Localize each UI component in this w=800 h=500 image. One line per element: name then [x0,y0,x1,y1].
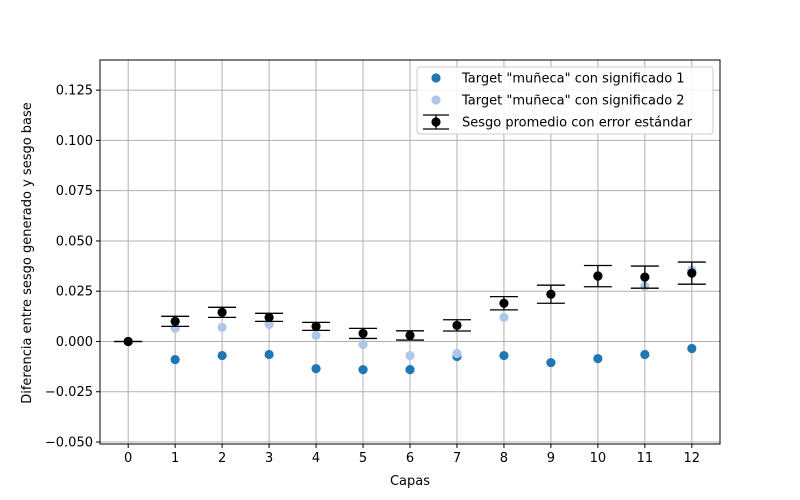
y-tick-label: −0.050 [45,435,93,450]
y-tick-label: 0.125 [56,84,93,99]
mean-point [358,328,368,339]
y-tick-label: 0.075 [56,184,93,199]
mean-point [264,312,274,322]
y-tick-label: 0.100 [56,134,93,149]
y-axis-ticks: −0.050 −0.025 0.000 0.025 0.050 0.075 0.100 0.1… [45,84,100,450]
series2-point [499,312,509,322]
series1-point [640,349,650,360]
x-tick-label: 6 [406,451,414,466]
x-axis-ticks: 0 1 2 3 4 5 6 7 8 9 10 11 12 [124,444,700,466]
mean-point [593,271,603,281]
legend-marker-series2 [431,95,441,105]
series1-point [311,364,321,374]
mean-point [217,307,227,317]
x-tick-label: 10 [590,451,607,466]
y-tick-label: −0.025 [45,385,93,400]
plot-area [114,261,706,375]
series2-point [264,319,274,329]
x-tick-label: 12 [684,451,701,466]
x-tick-label: 0 [124,451,132,466]
series1-point [499,350,509,361]
series2-point [217,322,227,332]
series2-point [452,348,462,359]
x-axis-label: Capas [390,474,430,489]
x-tick-label: 5 [359,451,367,466]
series2-point [311,330,321,341]
series1-point [593,353,603,364]
mean-point [452,320,462,330]
series1-point [264,349,274,360]
series1-point [687,343,697,354]
series2-point [358,339,368,350]
legend: Target "muñeca" con significado 1 Target … [416,66,714,135]
mean-point [170,316,180,326]
legend-label-series2: Target "muñeca" con significado 2 [461,94,685,109]
series1-point [405,365,415,375]
series2-point [405,350,415,361]
legend-label-series1: Target "muñeca" con significado 1 [461,72,685,87]
x-tick-label: 4 [312,451,320,466]
x-tick-label: 11 [637,451,654,466]
mean-point [546,289,556,299]
series1-point [358,365,368,375]
x-tick-label: 7 [453,451,461,466]
x-tick-label: 3 [265,451,273,466]
series1-point [546,357,556,368]
series1-point [217,350,227,361]
x-tick-label: 8 [500,451,508,466]
mean-point [123,336,133,347]
x-tick-label: 9 [547,451,555,466]
legend-box [416,66,714,135]
y-tick-label: 0.000 [56,335,93,350]
x-tick-label: 1 [171,451,179,466]
legend-label-series3: Sesgo promedio con error estándar [462,116,693,131]
y-axis-label: Diferencia entre sesgo generado y sesgo … [20,102,35,404]
axes-frame [99,59,721,445]
x-tick-label: 2 [218,451,226,466]
y-tick-label: 0.025 [56,285,93,300]
mean-point [499,298,509,308]
series1-point [170,354,180,365]
legend-marker-series1 [431,73,441,83]
mean-point [640,272,650,282]
mean-point [687,268,697,278]
y-tick-label: 0.050 [56,234,93,249]
mean-point [405,330,415,341]
legend-marker-mean [431,117,441,127]
mean-point [311,321,321,331]
